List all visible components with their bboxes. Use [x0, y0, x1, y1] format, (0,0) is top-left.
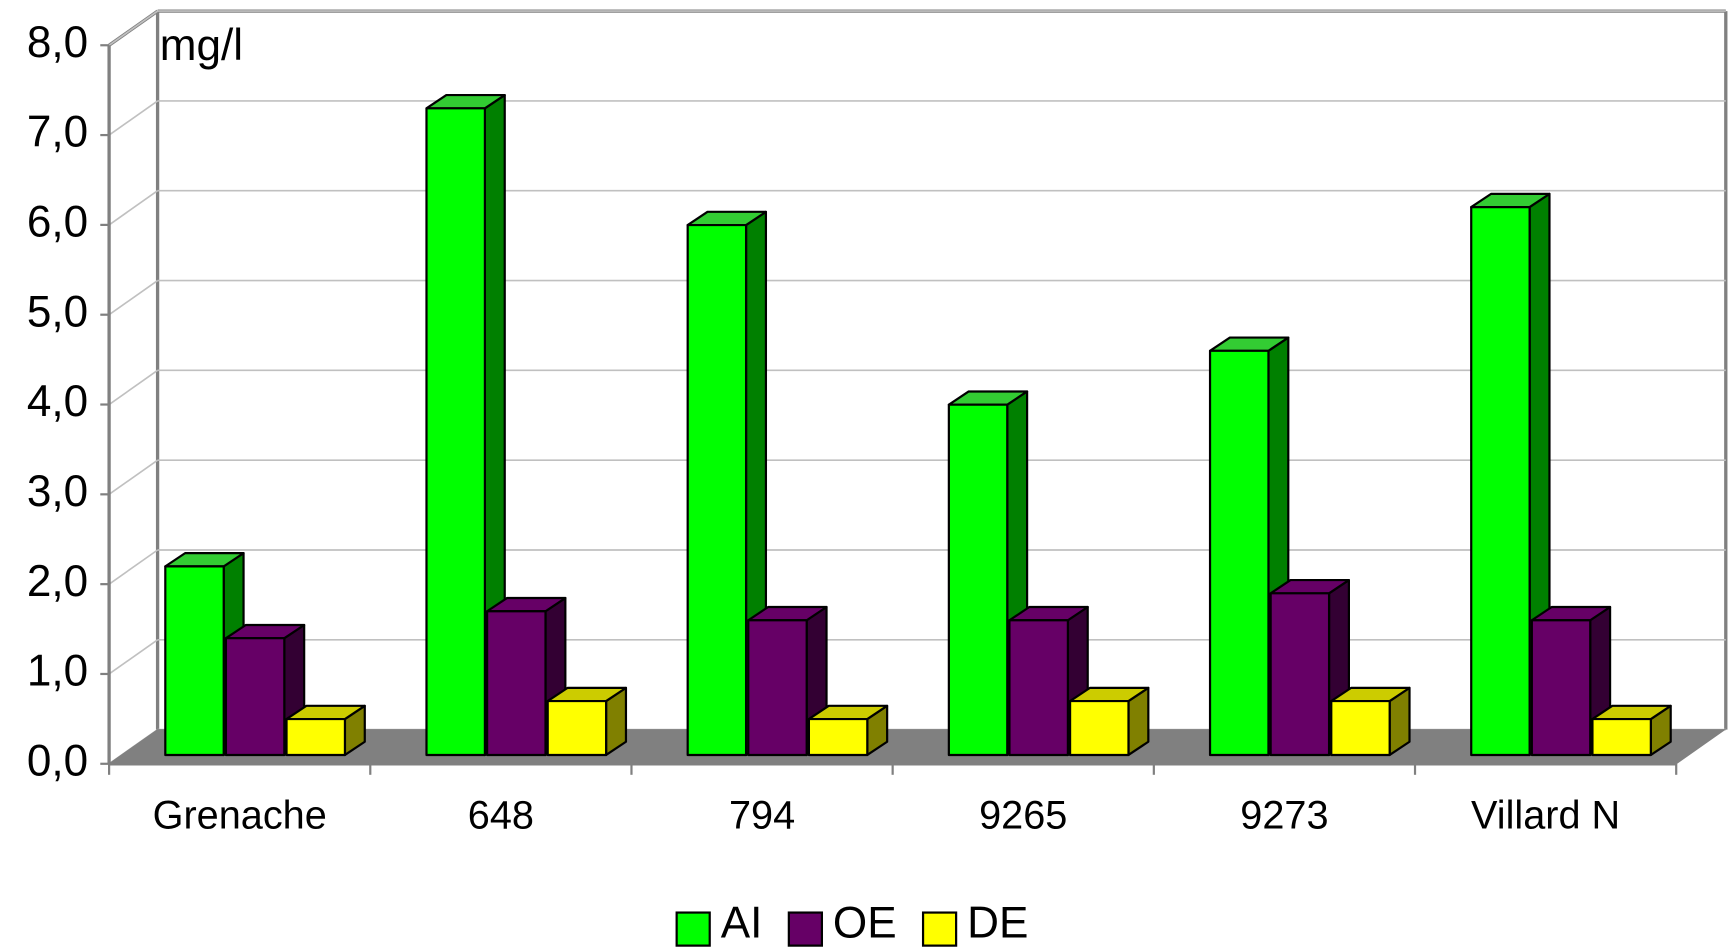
- bar: [1269, 592, 1331, 757]
- grid-line-side: [108, 279, 159, 316]
- y-tick-label: 7,0: [27, 108, 88, 157]
- grid-line-side: [108, 459, 159, 496]
- grid-line-side: [108, 369, 159, 406]
- y-tick-label: 2,0: [27, 557, 88, 606]
- bar: [164, 565, 225, 757]
- y-tick-label: 4,0: [27, 377, 88, 426]
- legend-label: DE: [967, 898, 1028, 947]
- y-axis-label: mg/l: [160, 21, 243, 70]
- bar: [1470, 205, 1531, 757]
- legend-label: AI: [721, 898, 763, 947]
- bar: [485, 610, 547, 757]
- y-tick-label: 6,0: [27, 198, 88, 247]
- grid-line-side: [108, 549, 159, 585]
- y-tick-label: 3,0: [27, 467, 88, 516]
- bar: [1591, 717, 1652, 757]
- legend-swatch: [921, 911, 958, 947]
- bar: [1008, 619, 1069, 757]
- y-tick-label: 1,0: [27, 647, 88, 696]
- y-tick-label: 5,0: [27, 287, 88, 336]
- x-tick-label: 9265: [979, 793, 1067, 837]
- bar: [285, 717, 347, 757]
- bar: [947, 403, 1009, 757]
- x-tick-label: 9273: [1240, 793, 1328, 837]
- bar: [224, 637, 286, 757]
- bar: [1068, 699, 1130, 757]
- bar: [686, 223, 748, 757]
- grid-line-side: [108, 10, 159, 46]
- x-tick-label: 794: [729, 793, 795, 837]
- x-tick-label: Villard N: [1471, 793, 1620, 837]
- grid-line-side: [108, 190, 159, 226]
- bar: [1330, 699, 1391, 757]
- y-tick-label: 8,0: [27, 18, 88, 67]
- legend-swatch: [787, 911, 824, 947]
- grid-line-side: [108, 100, 159, 136]
- bar: [1208, 349, 1270, 757]
- bar: [425, 107, 486, 757]
- bar: [1530, 619, 1592, 757]
- bar: [807, 717, 869, 757]
- bar: [747, 619, 808, 757]
- y-tick-label: 0,0: [27, 736, 88, 785]
- bar: [546, 699, 608, 757]
- grid-line-side: [108, 639, 159, 675]
- legend-swatch: [675, 911, 711, 947]
- legend-label: OE: [833, 898, 897, 947]
- x-tick-label: Grenache: [153, 793, 327, 837]
- x-tick-label: 648: [468, 793, 534, 837]
